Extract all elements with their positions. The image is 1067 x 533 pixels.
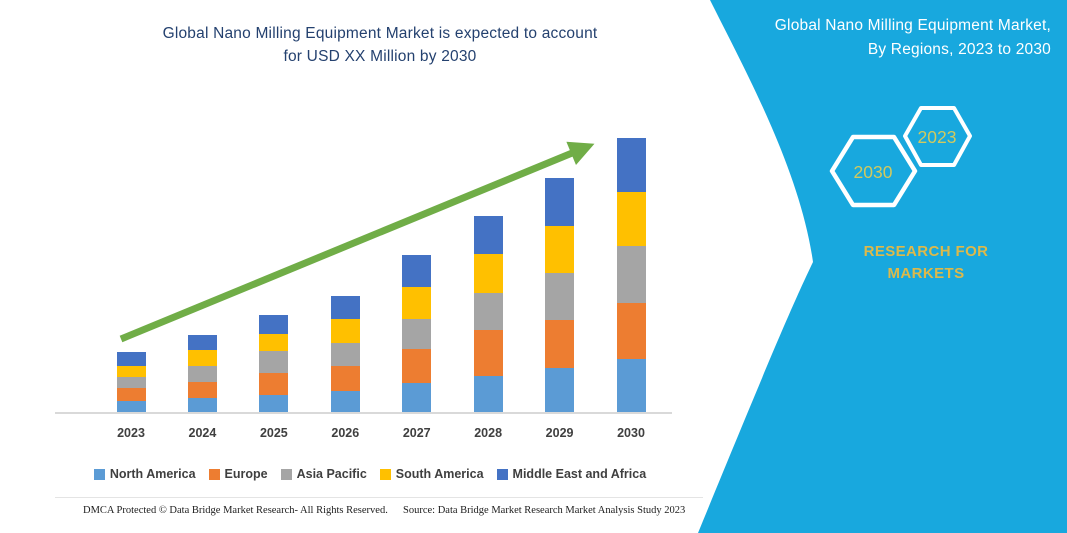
legend-item-north-america: North America	[93, 467, 196, 481]
bar-segment-2025-north-america	[259, 395, 289, 413]
bar-segment-2028-north-america	[473, 376, 503, 413]
legend-swatch-icon	[496, 468, 508, 480]
legend-swatch-icon	[93, 468, 105, 480]
bar-segment-2023-north-america	[116, 401, 146, 413]
stacked-bar-2026	[330, 296, 360, 413]
x-axis-label-2027: 2027	[402, 426, 431, 440]
bar-segment-2026-asia-pacific	[330, 343, 360, 366]
x-axis-label-2030: 2030	[617, 426, 645, 440]
stacked-bar-2030	[616, 138, 646, 413]
legend-item-asia-pacific: Asia Pacific	[280, 467, 367, 481]
bar-segment-2030-north-america	[616, 359, 646, 413]
bar-segment-2025-europe	[259, 373, 289, 395]
legend-label: Middle East and Africa	[512, 467, 647, 481]
bar-segment-2024-south-america	[187, 350, 217, 366]
footer-copyright: DMCA Protected © Data Bridge Market Rese…	[83, 505, 388, 516]
stacked-bar-2028	[473, 216, 503, 413]
bar-segment-2030-south-america	[616, 192, 646, 246]
x-axis-line	[55, 412, 672, 414]
hexagon-2030-label: 2030	[854, 162, 893, 182]
chart-title: Global Nano Milling Equipment Market is …	[30, 22, 730, 68]
bar-segment-2027-asia-pacific	[402, 319, 432, 349]
side-panel-title-line2: By Regions, 2023 to 2030	[867, 41, 1051, 58]
side-panel: 2030 2023	[698, 0, 1067, 533]
hexagon-2030-icon	[829, 134, 918, 208]
bar-segment-2025-asia-pacific	[259, 351, 289, 373]
bar-segment-2023-europe	[116, 388, 146, 401]
bar-segment-2030-middle-east-and-africa	[616, 138, 646, 192]
bar-segment-2026-middle-east-and-africa	[330, 296, 360, 319]
side-panel-title-line1: Global Nano Milling Equipment Market,	[774, 17, 1051, 34]
bar-segment-2026-north-america	[330, 391, 360, 413]
bar-segment-2024-north-america	[187, 398, 217, 413]
legend-item-middle-east-and-africa: Middle East and Africa	[496, 467, 647, 481]
bar-segment-2028-europe	[473, 330, 503, 376]
bar-segment-2027-europe	[402, 349, 432, 383]
legend-item-south-america: South America	[379, 467, 484, 481]
legend-label: Asia Pacific	[296, 467, 367, 481]
side-panel-background	[698, 0, 1067, 533]
bar-segment-2027-north-america	[402, 383, 432, 413]
stacked-bar-2025	[259, 315, 289, 413]
stacked-bar-2029	[545, 178, 575, 413]
bar-segment-2023-south-america	[116, 366, 146, 377]
legend-swatch-icon	[208, 468, 220, 480]
footer-divider	[55, 497, 703, 498]
bar-segment-2026-south-america	[330, 319, 360, 343]
bar-segment-2029-middle-east-and-africa	[545, 178, 575, 226]
bar-segment-2029-south-america	[545, 226, 575, 273]
bar-segment-2028-asia-pacific	[473, 293, 503, 330]
side-panel-title: Global Nano Milling Equipment Market, By…	[706, 14, 1051, 62]
bar-segment-2030-europe	[616, 303, 646, 359]
x-axis-label-2025: 2025	[259, 426, 288, 440]
chart-title-line1: Global Nano Milling Equipment Market is …	[162, 25, 598, 42]
legend-swatch-icon	[379, 468, 391, 480]
bar-segment-2023-asia-pacific	[116, 377, 146, 388]
brand-wordmark: RESEARCH FOR MARKETS	[846, 241, 1006, 285]
legend-label: North America	[109, 467, 196, 481]
bar-segment-2025-south-america	[259, 334, 289, 351]
legend-item-europe: Europe	[208, 467, 268, 481]
bar-chart-plot-area: 2023 2024 2025 2026 2027 2028 2029 2030	[116, 138, 646, 440]
bar-segment-2024-europe	[187, 382, 217, 398]
hexagon-2023-label: 2023	[918, 127, 957, 147]
bar-segment-2027-south-america	[402, 287, 432, 319]
stacked-bar-2027	[402, 255, 432, 413]
bar-segment-2029-north-america	[545, 368, 575, 413]
x-axis-label-2029: 2029	[545, 426, 574, 440]
bar-segment-2028-south-america	[473, 254, 503, 293]
x-axis-label-2023: 2023	[117, 426, 145, 440]
bar-segment-2027-middle-east-and-africa	[402, 255, 432, 287]
chart-legend: North America Europe Asia Pacific South Ame…	[40, 467, 700, 481]
footer-source: Source: Data Bridge Market Research Mark…	[403, 505, 686, 516]
legend-swatch-icon	[280, 468, 292, 480]
bar-segment-2025-middle-east-and-africa	[259, 315, 289, 334]
stacked-bar-2024	[187, 335, 217, 413]
bar-segment-2029-europe	[545, 320, 575, 368]
brand-line2: MARKETS	[887, 265, 965, 282]
legend-label: South America	[395, 467, 484, 481]
bar-segment-2028-middle-east-and-africa	[473, 216, 503, 254]
bar-segment-2024-middle-east-and-africa	[187, 335, 217, 350]
x-axis-label-2028: 2028	[474, 426, 503, 440]
bar-segment-2026-europe	[330, 366, 360, 391]
x-axis-label-2024: 2024	[188, 426, 217, 440]
hexagon-2023-icon	[903, 106, 972, 167]
bar-segment-2023-middle-east-and-africa	[116, 352, 146, 366]
stacked-bar-2023	[116, 352, 146, 413]
brand-line1: RESEARCH FOR	[863, 243, 989, 260]
legend-label: Europe	[224, 467, 268, 481]
chart-title-line2: for USD XX Million by 2030	[283, 48, 477, 65]
x-axis-label-2026: 2026	[331, 426, 360, 440]
bar-segment-2029-asia-pacific	[545, 273, 575, 320]
bar-segment-2030-asia-pacific	[616, 246, 646, 303]
bar-segment-2024-asia-pacific	[187, 366, 217, 382]
